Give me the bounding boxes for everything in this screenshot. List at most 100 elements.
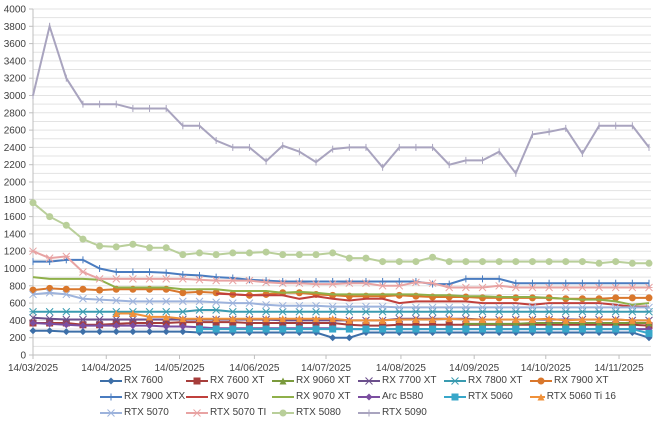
data-point [295, 301, 304, 310]
data-point [479, 325, 487, 333]
y-tick-label: 200 [9, 333, 26, 344]
data-point [79, 294, 87, 303]
data-point [428, 279, 437, 288]
data-point [45, 314, 54, 323]
data-point [379, 258, 387, 266]
legend-label: RTX 5090 [382, 407, 427, 418]
x-tick-label: 14/10/2025 [521, 363, 571, 374]
data-point [262, 278, 270, 287]
data-point [195, 249, 203, 257]
data-point [279, 319, 287, 327]
data-point [295, 325, 303, 333]
data-point [312, 315, 320, 323]
series-line [465, 322, 649, 325]
y-tick-label: 2200 [4, 160, 27, 171]
legend-swatch-icon [100, 408, 122, 417]
legend-swatch-icon [186, 377, 208, 384]
legend-label: RX 7600 XT [210, 375, 265, 386]
data-point [295, 307, 304, 316]
data-point [79, 235, 87, 243]
data-point [528, 283, 537, 292]
data-point [611, 303, 620, 312]
data-point [428, 303, 437, 312]
x-tick-label: 14/09/2025 [449, 363, 499, 374]
legend-item: RX 7600 [100, 375, 186, 386]
data-point [96, 328, 104, 336]
data-point [245, 307, 254, 316]
data-point [146, 322, 154, 330]
legend-item: RX 9060 XT [272, 375, 358, 386]
y-tick-label: 1200 [4, 247, 27, 258]
data-point [445, 321, 453, 329]
legend-swatch-icon [358, 393, 380, 400]
data-point [462, 283, 470, 292]
data-point [29, 286, 37, 294]
data-point [545, 258, 553, 266]
data-point [545, 319, 553, 327]
data-point [362, 302, 370, 311]
series-line [33, 329, 650, 339]
legend-item: RTX 5070 [100, 407, 186, 418]
data-point [95, 307, 104, 316]
data-point [195, 306, 204, 314]
data-point [329, 334, 337, 342]
data-point [328, 280, 337, 288]
data-point [46, 213, 54, 221]
legend-label: RTX 5060 Ti 16 [546, 391, 616, 402]
data-point [595, 303, 603, 312]
data-point [312, 301, 320, 310]
data-point [345, 302, 354, 311]
data-point [612, 325, 620, 333]
data-point [262, 325, 270, 333]
data-point [329, 319, 337, 327]
y-tick-label: 2800 [4, 108, 27, 119]
legend-item: RTX 5060 Ti 16 [530, 391, 616, 402]
data-point [179, 328, 187, 336]
data-point [395, 325, 403, 333]
legend-label: RTX 5060 [468, 391, 513, 402]
series-line [32, 22, 650, 176]
data-point [228, 276, 237, 285]
legend-label: RX 7900 XT [554, 375, 609, 386]
data-point [295, 279, 304, 288]
data-point [395, 316, 403, 324]
data-point [595, 283, 603, 292]
legend-label: RX 7800 XT [468, 375, 523, 386]
data-point [561, 303, 570, 312]
legend-item: RTX 5090 [358, 407, 444, 418]
y-tick-label: 400 [9, 316, 26, 327]
legend-label: RX 9070 [210, 391, 249, 402]
data-point [512, 316, 520, 324]
data-point [462, 316, 470, 324]
legend-swatch-icon [444, 376, 466, 385]
data-point [479, 258, 487, 266]
data-point [362, 325, 370, 333]
data-point [145, 307, 154, 316]
legend-marker [107, 408, 115, 417]
data-point [395, 281, 404, 290]
y-tick-label: 3600 [4, 39, 27, 50]
data-point [645, 283, 653, 292]
data-point [262, 300, 270, 309]
series-rtx-5070 [29, 288, 653, 312]
legend-marker [107, 377, 115, 384]
data-point [462, 303, 470, 312]
data-point [645, 303, 653, 312]
data-point [645, 316, 653, 324]
data-point [379, 316, 387, 324]
x-tick-label: 14/03/2025 [8, 363, 58, 374]
data-point [228, 299, 237, 307]
data-point [129, 309, 137, 317]
data-point [29, 313, 37, 322]
data-point [129, 315, 137, 324]
data-point [462, 325, 470, 333]
legend-swatch-icon [186, 408, 208, 417]
legend-marker [537, 393, 545, 400]
legend-swatch-icon [530, 377, 552, 384]
data-point [162, 328, 170, 336]
data-point [345, 279, 354, 288]
legend-marker [279, 377, 287, 384]
data-point [179, 315, 187, 323]
data-point [62, 307, 71, 316]
data-point [62, 328, 70, 336]
